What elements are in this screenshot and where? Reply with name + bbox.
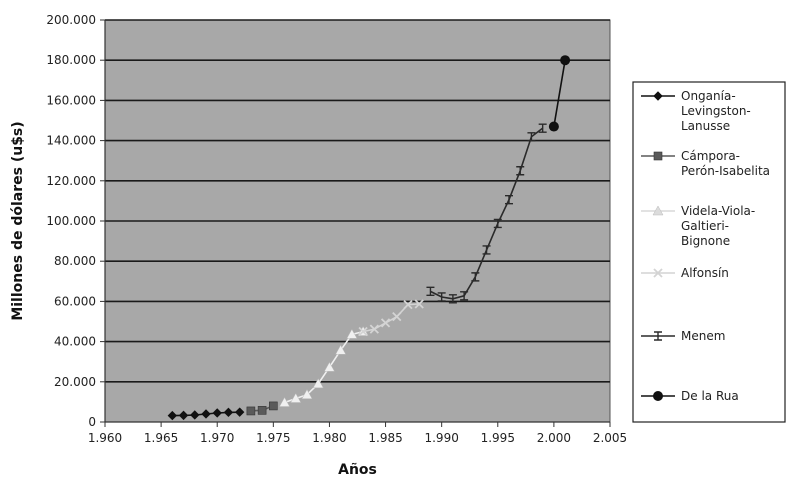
legend-marker — [653, 391, 663, 401]
legend-label: De la Rua — [681, 389, 739, 403]
x-tick-label: 1.960 — [88, 431, 122, 445]
data-point — [437, 292, 446, 302]
data-point — [560, 55, 571, 66]
series-2 — [246, 401, 278, 416]
y-tick-label: 40.000 — [54, 335, 96, 349]
series-6 — [548, 55, 571, 132]
legend-marker — [653, 151, 663, 161]
x-axis-title: Años — [338, 462, 377, 478]
legend-label: Galtieri- — [681, 219, 729, 233]
data-point — [190, 410, 200, 420]
data-point — [201, 409, 211, 419]
legend-label: Perón-Isabelita — [681, 164, 770, 178]
data-point — [471, 272, 480, 282]
legend-box — [632, 81, 786, 423]
data-point — [301, 389, 313, 399]
y-tick-label: 0 — [88, 415, 96, 429]
legend-label: Bignone — [681, 234, 730, 248]
data-point — [234, 407, 245, 417]
data-point — [392, 312, 402, 322]
data-point — [482, 245, 491, 255]
legend-label: Menem — [681, 329, 725, 343]
legend: Onganía-Levingston-Lanusse Cámpora-Perón-… — [632, 81, 786, 423]
data-point — [279, 396, 290, 407]
plot-area: 0 20.000 40.000 60.000 80.000 100.000 120.000 1… — [46, 13, 627, 445]
x-tick-label: 2.005 — [593, 431, 627, 445]
data-point — [369, 324, 379, 334]
legend-label: Cámpora- — [681, 149, 740, 163]
legend-entry-4: Alfonsín — [641, 266, 729, 280]
y-tick-label: 120.000 — [46, 174, 96, 188]
legend-entry-1: Onganía-Levingston-Lanusse — [641, 89, 751, 133]
series-line — [362, 303, 420, 333]
y-axis-title: Millones de dólares (u$s) — [10, 121, 26, 320]
legend-entry-5: Menem — [641, 329, 725, 343]
x-tick-label: 1.965 — [144, 431, 178, 445]
legend-label: Onganía- — [681, 89, 736, 103]
series-5 — [426, 123, 547, 304]
y-tick-label: 20.000 — [54, 375, 96, 389]
y-tick-label: 180.000 — [46, 53, 96, 67]
data-point — [269, 401, 278, 411]
data-point — [493, 218, 502, 229]
legend-marker — [652, 205, 664, 216]
data-point — [460, 291, 469, 301]
data-point — [324, 361, 335, 372]
data-point — [212, 408, 222, 418]
y-tick-label: 140.000 — [46, 134, 96, 148]
data-point — [426, 286, 435, 297]
legend-entry-6: De la Rua — [641, 389, 739, 403]
data-point — [178, 410, 189, 421]
y-tick-label: 160.000 — [46, 93, 96, 107]
legend-marker — [653, 268, 663, 278]
data-point — [527, 132, 536, 142]
data-point — [380, 318, 391, 328]
y-tick-label: 80.000 — [54, 254, 96, 268]
data-point — [312, 378, 324, 389]
data-point — [290, 392, 302, 403]
legend-entry-3: Videla-Viola-Galtieri-Bignone — [641, 204, 755, 248]
data-point — [223, 407, 234, 418]
y-tick-label: 60.000 — [54, 294, 96, 308]
data-point — [538, 123, 547, 133]
data-point — [548, 121, 559, 132]
x-tick-label: 1.975 — [256, 431, 290, 445]
legend-label: Levingston- — [681, 104, 751, 118]
legend-label: Lanusse — [681, 119, 730, 133]
data-point — [414, 299, 424, 309]
legend-entry-2: Cámpora-Perón-Isabelita — [641, 149, 770, 178]
data-point — [257, 406, 267, 415]
data-point — [335, 344, 347, 355]
y-tick-label: 200.000 — [46, 13, 96, 27]
data-point — [358, 326, 368, 337]
x-tick-label: 1.970 — [200, 431, 234, 445]
series-4 — [358, 299, 424, 337]
y-tick-label: 100.000 — [46, 214, 96, 228]
legend-label: Alfonsín — [681, 266, 729, 280]
series-3 — [279, 326, 369, 407]
data-point — [516, 166, 525, 176]
x-tick-label: 1.980 — [312, 431, 346, 445]
legend-label: Videla-Viola- — [681, 204, 755, 218]
x-tick-label: 1.995 — [481, 431, 515, 445]
x-tick-label: 2.000 — [537, 431, 571, 445]
data-point — [448, 294, 457, 304]
data-point — [505, 194, 513, 205]
data-point — [246, 406, 256, 416]
series-1 — [167, 407, 245, 421]
series-line — [553, 60, 566, 127]
x-tick-label: 1.985 — [368, 431, 402, 445]
x-tick-label: 1.990 — [424, 431, 458, 445]
data-point — [403, 299, 413, 310]
legend-marker — [654, 331, 662, 341]
data-point — [167, 410, 178, 421]
legend-marker — [653, 91, 663, 101]
data-point — [346, 328, 358, 339]
